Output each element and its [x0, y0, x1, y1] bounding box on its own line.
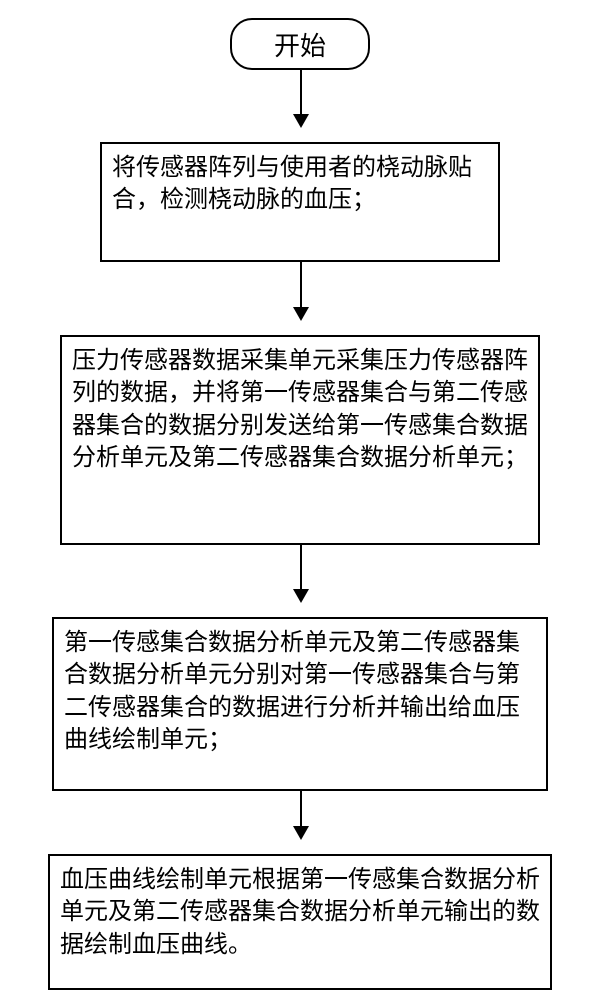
arrow-line-4: [300, 791, 302, 826]
step-box-4: 血压曲线绘制单元根据第一传感集合数据分析单元及第二传感器集合数据分析单元输出的数…: [48, 854, 552, 990]
step-text-4: 血压曲线绘制单元根据第一传感集合数据分析单元及第二传感器集合数据分析单元输出的数…: [60, 867, 540, 958]
arrow-head-2: [293, 307, 309, 321]
step-box-1: 将传感器阵列与使用者的桡动脉贴合，检测桡动脉的血压；: [100, 142, 500, 262]
step-box-3: 第一传感集合数据分析单元及第二传感器集合数据分析单元分别对第一传感器集合与第二传…: [52, 617, 548, 791]
arrow-head-4: [293, 826, 309, 840]
start-label: 开始: [274, 26, 326, 63]
step-text-1: 将传感器阵列与使用者的桡动脉贴合，检测桡动脉的血压；: [112, 155, 472, 213]
step-text-3: 第一传感集合数据分析单元及第二传感器集合数据分析单元分别对第一传感器集合与第二传…: [64, 630, 520, 753]
arrow-line-3: [300, 545, 302, 589]
step-box-2: 压力传感器数据采集单元采集压力传感器阵列的数据，并将第一传感器集合与第二传感器集…: [60, 335, 540, 545]
step-text-2: 压力传感器数据采集单元采集压力传感器阵列的数据，并将第一传感器集合与第二传感器集…: [72, 348, 528, 471]
arrow-line-1: [300, 70, 302, 114]
arrow-head-3: [293, 589, 309, 603]
start-node: 开始: [230, 18, 370, 70]
arrow-line-2: [300, 262, 302, 307]
arrow-head-1: [293, 114, 309, 128]
